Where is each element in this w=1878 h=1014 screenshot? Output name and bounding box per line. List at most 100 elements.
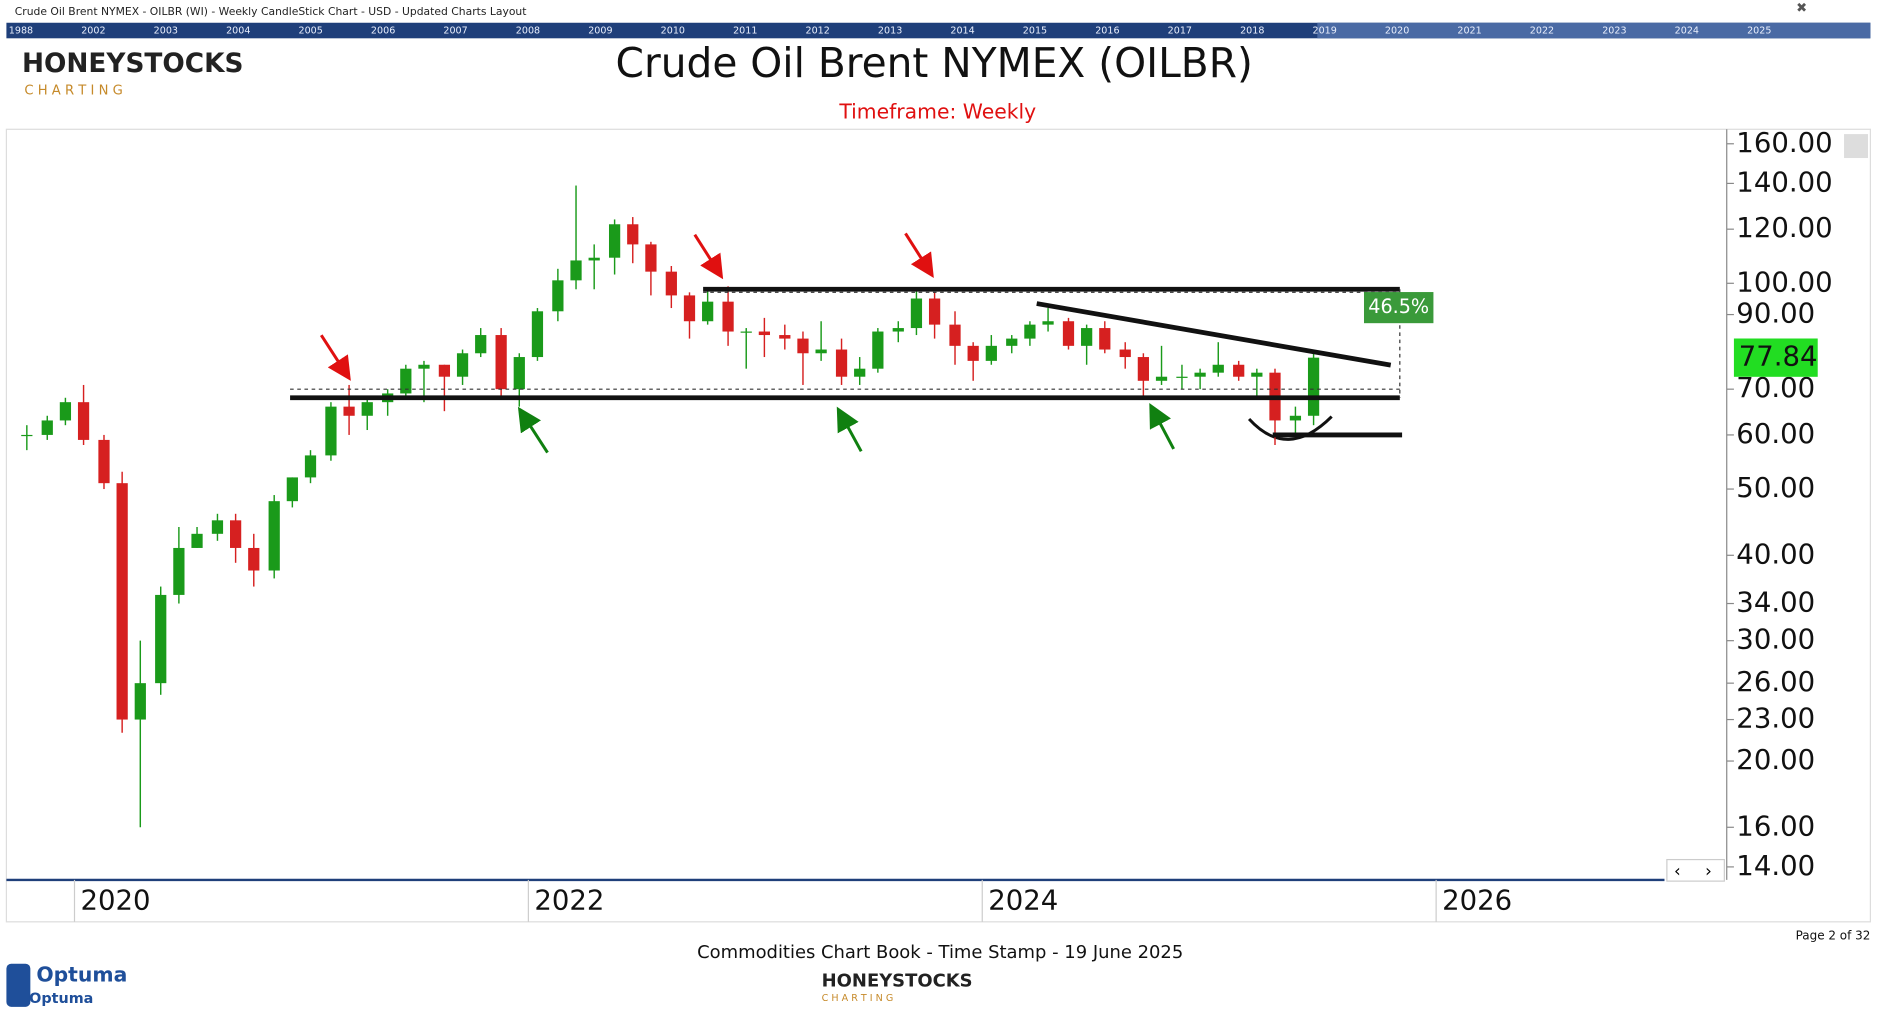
candle-body <box>513 357 525 390</box>
arrow <box>693 233 724 280</box>
candle-body <box>702 301 714 322</box>
y-tick-label: 70.00 <box>1736 372 1815 404</box>
y-tick-label: 26.00 <box>1736 666 1815 698</box>
candle-body <box>173 547 185 595</box>
timeline-label: 2006 <box>371 26 395 37</box>
candle-body <box>1024 324 1036 339</box>
timeline: 1988 2002 2003 2004 2005 2006 2007 2008 2009 2010… <box>9 26 1772 37</box>
footer-logo-sub: C H A R T I N G <box>822 993 894 1004</box>
price-box <box>1733 338 1818 377</box>
timeline-label: 2011 <box>733 26 757 37</box>
lock-button[interactable] <box>1844 134 1869 159</box>
candle-body <box>815 349 827 354</box>
candle-body <box>797 338 809 354</box>
timeline-label: 2019 <box>1313 26 1337 37</box>
scroll-buttons[interactable] <box>1666 858 1725 882</box>
candle-body <box>740 331 752 333</box>
brand: Optuma <box>36 963 127 987</box>
candle-body <box>645 244 657 272</box>
y-tick-label: 14.00 <box>1736 850 1815 882</box>
candle-body <box>456 353 469 377</box>
timeline-label: 2022 <box>1530 26 1554 37</box>
candle-body <box>910 298 923 329</box>
change-label: 46.5% <box>1368 295 1429 318</box>
price-label: 77.84 <box>1739 341 1818 373</box>
level-line <box>1036 301 1392 368</box>
candle-body <box>475 335 487 354</box>
candle-body <box>683 295 696 322</box>
x-tick-label: 2022 <box>534 884 604 916</box>
y-tick-label: 16.00 <box>1736 810 1815 842</box>
candle-body <box>211 520 224 534</box>
y-tick-label: 100.00 <box>1736 266 1832 298</box>
candle-body <box>248 547 260 571</box>
scroll-left[interactable]: ‹ <box>1674 861 1681 881</box>
candle-body <box>835 349 848 377</box>
candle-body <box>985 345 997 361</box>
y-tick-label: 140.00 <box>1736 166 1832 198</box>
candle-body <box>268 501 280 571</box>
candle-body <box>779 335 791 339</box>
timeline-label: 2007 <box>443 26 467 37</box>
candle-body <box>155 594 167 684</box>
candle-body <box>1233 364 1245 377</box>
pin-icon[interactable]: ✖ <box>1796 1 1807 16</box>
candle-body <box>1251 372 1263 377</box>
arrow <box>320 334 351 381</box>
candle-body <box>1212 364 1224 373</box>
candle-body <box>134 683 146 720</box>
change-box <box>1363 292 1434 324</box>
caption: Crude Oil Brent NYMEX - OILBR (WI) - Wee… <box>15 5 527 18</box>
chart-subtitle: Timeframe: Weekly <box>838 100 1036 124</box>
scroll-right[interactable]: › <box>1705 861 1712 881</box>
timeline-window <box>1317 22 1871 39</box>
candle-body <box>722 301 734 332</box>
arrow <box>517 406 549 454</box>
arrow <box>904 232 934 279</box>
x-tick-label: 2026 <box>1442 884 1512 916</box>
base-arc <box>1247 415 1333 441</box>
timeline-label: 2013 <box>878 26 902 37</box>
y-tick-label: 40.00 <box>1736 538 1815 570</box>
x-tick-label: 2020 <box>80 884 150 916</box>
timeline-label: 2002 <box>81 26 105 37</box>
candle-body <box>191 533 203 548</box>
timeline-label: 2005 <box>299 26 323 37</box>
candle-body <box>758 331 771 336</box>
frame <box>5 128 1871 923</box>
arrow <box>1149 402 1175 450</box>
candle-body <box>1194 372 1206 377</box>
timeline-label: 2020 <box>1385 26 1409 37</box>
candle-body <box>1099 328 1111 350</box>
candle-body <box>59 402 72 421</box>
y-tick-label: 50.00 <box>1736 472 1815 504</box>
y-tick-label: 160.00 <box>1736 127 1832 159</box>
candle-body <box>1176 376 1188 378</box>
chart-title: Crude Oil Brent NYMEX (OILBR) <box>616 39 1253 87</box>
candle-body <box>1155 376 1168 381</box>
candle-body <box>229 520 242 548</box>
candle-body <box>588 257 600 261</box>
timeline-label: 2016 <box>1095 26 1119 37</box>
candle-body <box>892 328 904 332</box>
brand-small: Optuma <box>29 991 93 1007</box>
candle-body <box>116 483 128 720</box>
candle-body <box>495 335 507 390</box>
candle-body <box>552 280 564 312</box>
candle-body <box>1006 338 1018 346</box>
timeline-label: 2009 <box>588 26 612 37</box>
footer: Commodities Chart Book - Time Stamp - 19… <box>697 942 1183 963</box>
candle-body <box>1042 321 1054 325</box>
logo-sub: C H A R T I N G <box>24 84 122 99</box>
timeline-label: 2018 <box>1240 26 1264 37</box>
footer-logo: HONEYSTOCKS <box>822 970 973 991</box>
candle-body <box>872 331 884 369</box>
candle-body <box>325 406 337 456</box>
y-tick-label: 34.00 <box>1736 587 1815 619</box>
candle-body <box>1137 357 1149 381</box>
candle-body <box>854 368 866 377</box>
timeline-label: 2008 <box>516 26 540 37</box>
y-tick-label: 23.00 <box>1736 703 1815 735</box>
